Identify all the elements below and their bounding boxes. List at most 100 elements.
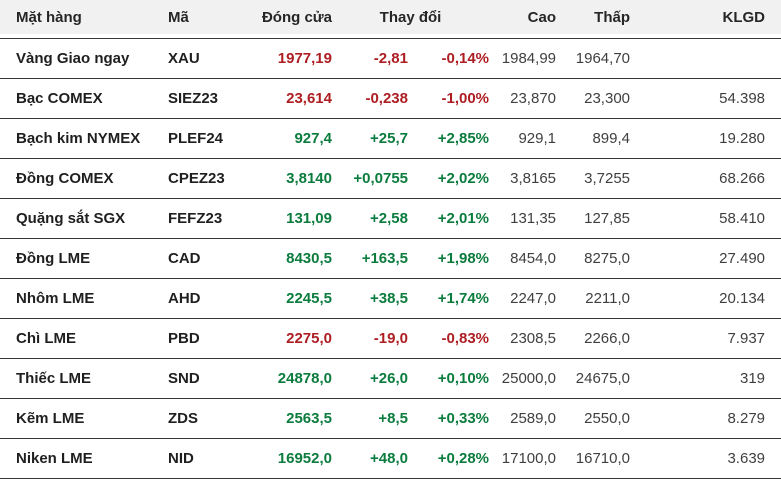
cell-low: 899,4 [556, 118, 631, 158]
cell-low: 2266,0 [556, 318, 631, 358]
cell-item-name: Vàng Giao ngay [0, 38, 152, 78]
cell-change: -0,238 [332, 78, 408, 118]
cell-code: PLEF24 [152, 118, 240, 158]
cell-close: 2245,5 [240, 278, 332, 318]
cell-item-name: Quặng sắt SGX [0, 198, 152, 238]
table-row: Quặng sắt SGX FEFZ23 131,09 +2,58 +2,01%… [0, 198, 781, 238]
cell-close: 2275,0 [240, 318, 332, 358]
cell-change-percent: -0,14% [408, 38, 490, 78]
col-header-change: Thay đổi [332, 0, 490, 38]
table-row: Nhôm LME AHD 2245,5 +38,5 +1,74% 2247,0 … [0, 278, 781, 318]
cell-change: +48,0 [332, 438, 408, 479]
cell-low: 127,85 [556, 198, 631, 238]
cell-change: +2,58 [332, 198, 408, 238]
cell-change: +8,5 [332, 398, 408, 438]
table-body: Vàng Giao ngay XAU 1977,19 -2,81 -0,14% … [0, 38, 781, 479]
cell-low: 1964,70 [556, 38, 631, 78]
table-row: Thiếc LME SND 24878,0 +26,0 +0,10% 25000… [0, 358, 781, 398]
cell-change: +163,5 [332, 238, 408, 278]
cell-high: 2589,0 [489, 398, 557, 438]
cell-code: SIEZ23 [152, 78, 240, 118]
table-row: Đồng COMEX CPEZ23 3,8140 +0,0755 +2,02% … [0, 158, 781, 198]
cell-change: +0,0755 [332, 158, 408, 198]
cell-change-percent: +2,85% [408, 118, 490, 158]
cell-item-name: Bạc COMEX [0, 78, 152, 118]
col-header-code: Mã [152, 0, 240, 38]
cell-high: 1984,99 [489, 38, 557, 78]
cell-code: FEFZ23 [152, 198, 240, 238]
col-header-volume: KLGD [630, 0, 781, 38]
cell-close: 16952,0 [240, 438, 332, 479]
cell-high: 8454,0 [489, 238, 557, 278]
cell-close: 23,614 [240, 78, 332, 118]
cell-high: 3,8165 [489, 158, 557, 198]
cell-volume: 54.398 [630, 78, 781, 118]
cell-change-percent: +2,01% [408, 198, 490, 238]
cell-change: +26,0 [332, 358, 408, 398]
cell-high: 2308,5 [489, 318, 557, 358]
cell-item-name: Niken LME [0, 438, 152, 479]
cell-close: 1977,19 [240, 38, 332, 78]
cell-volume [630, 38, 781, 78]
cell-code: XAU [152, 38, 240, 78]
cell-change-percent: +0,28% [408, 438, 490, 479]
cell-low: 8275,0 [556, 238, 631, 278]
cell-volume: 68.266 [630, 158, 781, 198]
cell-item-name: Đồng LME [0, 238, 152, 278]
cell-code: CPEZ23 [152, 158, 240, 198]
cell-volume: 58.410 [630, 198, 781, 238]
cell-change-percent: +2,02% [408, 158, 490, 198]
cell-volume: 319 [630, 358, 781, 398]
cell-close: 2563,5 [240, 398, 332, 438]
cell-change-percent: -1,00% [408, 78, 490, 118]
cell-item-name: Kẽm LME [0, 398, 152, 438]
cell-change: +25,7 [332, 118, 408, 158]
cell-change: -2,81 [332, 38, 408, 78]
cell-high: 929,1 [489, 118, 557, 158]
cell-code: PBD [152, 318, 240, 358]
col-header-close: Đóng cửa [240, 0, 332, 38]
col-header-high: Cao [489, 0, 557, 38]
cell-item-name: Nhôm LME [0, 278, 152, 318]
cell-code: NID [152, 438, 240, 479]
cell-high: 25000,0 [489, 358, 557, 398]
cell-close: 3,8140 [240, 158, 332, 198]
cell-item-name: Bạch kim NYMEX [0, 118, 152, 158]
table-row: Bạc COMEX SIEZ23 23,614 -0,238 -1,00% 23… [0, 78, 781, 118]
cell-high: 17100,0 [489, 438, 557, 479]
table-row: Niken LME NID 16952,0 +48,0 +0,28% 17100… [0, 438, 781, 479]
cell-close: 8430,5 [240, 238, 332, 278]
cell-volume: 8.279 [630, 398, 781, 438]
cell-low: 2211,0 [556, 278, 631, 318]
table-row: Vàng Giao ngay XAU 1977,19 -2,81 -0,14% … [0, 38, 781, 78]
cell-low: 16710,0 [556, 438, 631, 479]
cell-code: ZDS [152, 398, 240, 438]
table-row: Đồng LME CAD 8430,5 +163,5 +1,98% 8454,0… [0, 238, 781, 278]
cell-high: 2247,0 [489, 278, 557, 318]
cell-close: 927,4 [240, 118, 332, 158]
cell-code: AHD [152, 278, 240, 318]
cell-low: 2550,0 [556, 398, 631, 438]
cell-change: -19,0 [332, 318, 408, 358]
cell-low: 3,7255 [556, 158, 631, 198]
cell-high: 131,35 [489, 198, 557, 238]
cell-item-name: Chì LME [0, 318, 152, 358]
cell-volume: 7.937 [630, 318, 781, 358]
cell-change: +38,5 [332, 278, 408, 318]
cell-close: 131,09 [240, 198, 332, 238]
cell-low: 23,300 [556, 78, 631, 118]
cell-volume: 20.134 [630, 278, 781, 318]
table-row: Bạch kim NYMEX PLEF24 927,4 +25,7 +2,85%… [0, 118, 781, 158]
cell-code: SND [152, 358, 240, 398]
table-row: Kẽm LME ZDS 2563,5 +8,5 +0,33% 2589,0 25… [0, 398, 781, 438]
table-row: Chì LME PBD 2275,0 -19,0 -0,83% 2308,5 2… [0, 318, 781, 358]
col-header-item: Mặt hàng [0, 0, 152, 38]
cell-change-percent: +0,33% [408, 398, 490, 438]
header-row: Mặt hàng Mã Đóng cửa Thay đổi Cao Thấp K… [0, 0, 781, 38]
cell-change-percent: +0,10% [408, 358, 490, 398]
cell-volume: 27.490 [630, 238, 781, 278]
cell-low: 24675,0 [556, 358, 631, 398]
cell-volume: 19.280 [630, 118, 781, 158]
cell-high: 23,870 [489, 78, 557, 118]
